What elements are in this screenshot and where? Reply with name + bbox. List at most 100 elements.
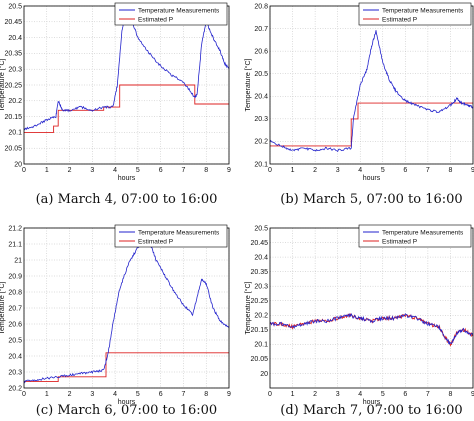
x-tick-label: 6: [159, 167, 163, 174]
x-tick-label: 0: [268, 167, 272, 174]
y-tick-label: 20.5: [8, 3, 22, 10]
panel-caption: (a) March 4, 07:00 to 16:00: [36, 192, 218, 207]
x-tick-label: 6: [403, 391, 407, 398]
y-tick-label: 20.35: [4, 51, 22, 58]
y-tick-label: 21.1: [8, 241, 22, 248]
x-tick-label: 2: [68, 391, 72, 398]
y-tick-label: 20: [14, 161, 22, 168]
y-tick-label: 20.4: [8, 35, 22, 42]
series-line-estimated-p: [24, 352, 229, 383]
chart-panel-3: 0 1 2 3 4 5 6 7 8 9 20.2 20.3 20.4 20.5 20.6 20.7 20.8 20…: [0, 224, 231, 418]
x-tick-label: 0: [22, 391, 26, 398]
legend-box: [114, 224, 228, 248]
legend-label: Estimated P: [382, 16, 417, 23]
x-tick-label: 8: [204, 167, 208, 174]
x-tick-label: 1: [291, 167, 295, 174]
x-tick-label: 9: [227, 167, 231, 174]
y-tick-label: 20.5: [254, 225, 268, 232]
y-axis-label: Temperature [°C]: [244, 281, 252, 334]
x-axis-label: hours: [363, 175, 381, 182]
y-tick-label: 20.25: [250, 298, 268, 305]
x-tick-label: 6: [403, 167, 407, 174]
x-tick-label: 2: [313, 391, 317, 398]
x-tick-label: 7: [426, 391, 430, 398]
legend: Temperature Measurements Estimated P: [358, 224, 472, 248]
y-tick-label: 20.1: [254, 342, 268, 349]
legend-label: Temperature Measurements: [382, 7, 464, 14]
y-tick-label: 20.15: [4, 114, 22, 121]
panel-caption: (b) March 5, 07:00 to 16:00: [280, 192, 462, 207]
legend-label: Estimated P: [138, 238, 173, 245]
series-line-temperature: [269, 312, 474, 345]
x-tick-label: 7: [426, 167, 430, 174]
x-tick-label: 1: [291, 391, 295, 398]
x-tick-label: 4: [113, 391, 117, 398]
legend-box: [114, 2, 228, 26]
y-tick-label: 20.2: [254, 139, 268, 146]
y-axis-label: Temperature [°C]: [0, 58, 6, 111]
x-tick-label: 4: [358, 167, 362, 174]
x-tick-label: 4: [113, 167, 117, 174]
legend: Temperature Measurements Estimated P: [114, 224, 228, 248]
legend-label: Temperature Measurements: [138, 7, 220, 14]
x-tick-label: 4: [358, 391, 362, 398]
x-axis-label: hours: [118, 399, 136, 406]
x-axis-label: hours: [363, 399, 381, 406]
y-axis-label: Temperature [°C]: [244, 58, 252, 111]
y-tick-label: 20.6: [8, 321, 22, 328]
y-tick-label: 20.7: [254, 26, 268, 33]
x-tick-label: 3: [336, 391, 340, 398]
x-tick-label: 6: [159, 391, 163, 398]
x-tick-label: 9: [227, 391, 231, 398]
legend-box: [358, 2, 472, 26]
y-tick-label: 20.8: [254, 3, 268, 10]
y-tick-label: 20.1: [8, 130, 22, 137]
y-tick-label: 20.5: [8, 337, 22, 344]
y-tick-label: 20.45: [4, 19, 22, 26]
x-tick-label: 8: [448, 391, 452, 398]
plot-area: [270, 228, 473, 388]
y-tick-label: 20: [260, 371, 268, 378]
legend: Temperature Measurements Estimated P: [114, 2, 228, 26]
series-line-estimated-p: [24, 84, 229, 133]
y-tick-label: 20.3: [254, 283, 268, 290]
y-tick-label: 20.4: [8, 353, 22, 360]
x-tick-label: 5: [136, 167, 140, 174]
x-tick-label: 5: [136, 391, 140, 398]
chart-panel-1: 0 1 2 3 4 5 6 7 8 9 20 20.05 20.1 20.15 20.2 20.25 20.3 2…: [0, 2, 231, 207]
x-tick-label: 2: [313, 167, 317, 174]
x-tick-label: 3: [336, 167, 340, 174]
y-tick-label: 20.1: [254, 161, 268, 168]
y-tick-label: 20.05: [250, 356, 268, 363]
y-tick-label: 20.4: [254, 94, 268, 101]
y-tick-label: 20.5: [254, 71, 268, 78]
x-tick-label: 8: [204, 391, 208, 398]
y-tick-label: 20.8: [8, 289, 22, 296]
x-tick-label: 8: [448, 167, 452, 174]
x-tick-label: 0: [268, 391, 272, 398]
x-tick-label: 7: [181, 167, 185, 174]
y-tick-label: 20.6: [254, 48, 268, 55]
y-tick-label: 21: [14, 257, 22, 264]
x-tick-label: 3: [90, 391, 94, 398]
x-tick-label: 1: [45, 391, 49, 398]
x-tick-label: 5: [381, 391, 385, 398]
panel-caption: (c) March 6, 07:00 to 16:00: [36, 403, 217, 418]
chart-panel-4: 0 1 2 3 4 5 6 7 8 9 20 20.05 20.1 20.15 20.2 20.25 20.3 2…: [244, 224, 474, 418]
legend-label: Estimated P: [382, 238, 417, 245]
y-axis-label: Temperature [°C]: [0, 281, 6, 334]
y-tick-label: 20.2: [254, 313, 268, 320]
series-line-temperature: [269, 30, 474, 153]
x-tick-label: 0: [22, 167, 26, 174]
y-tick-label: 20.4: [254, 254, 268, 261]
legend-label: Temperature Measurements: [382, 229, 464, 236]
y-tick-label: 20.25: [4, 82, 22, 89]
y-tick-label: 20.45: [250, 240, 268, 247]
panel-caption: (d) March 7, 07:00 to 16:00: [280, 403, 462, 418]
legend: Temperature Measurements Estimated P: [358, 2, 472, 26]
legend-label: Estimated P: [138, 16, 173, 23]
plot-area: [270, 6, 473, 164]
y-tick-label: 20.15: [250, 327, 268, 334]
x-tick-label: 2: [68, 167, 72, 174]
